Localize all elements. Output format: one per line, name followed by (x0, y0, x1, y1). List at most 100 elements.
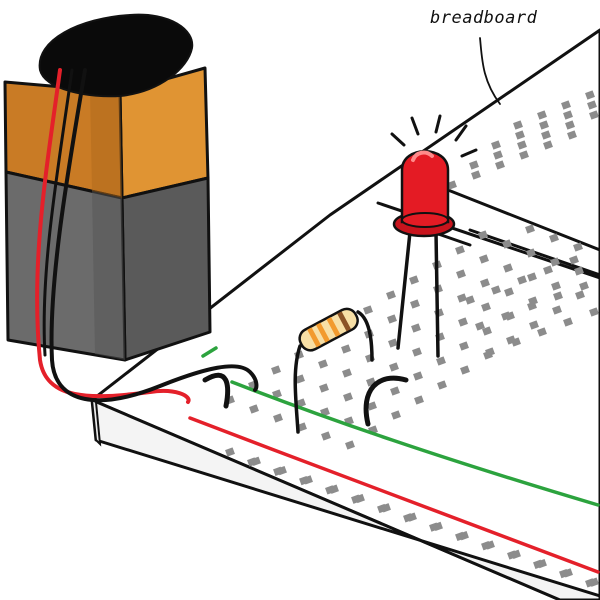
breadboard-hole (341, 344, 351, 354)
breadboard-hole (537, 110, 547, 120)
battery-wire-black-2 (42, 68, 74, 357)
jumper-wire-right-icon (363, 375, 409, 427)
breadboard-holes (225, 90, 599, 588)
breadboard-hole (480, 278, 490, 288)
breadboard-hole (573, 242, 583, 252)
breadboard-hole (459, 531, 469, 541)
breadboard-hole (391, 410, 401, 420)
breadboard-hole (574, 266, 584, 276)
resistor-band-1 (307, 327, 321, 348)
breadboard-hole (471, 170, 481, 180)
breadboard-hole (271, 365, 281, 375)
battery-front-shade (90, 90, 122, 198)
battery-front-shade-gray (92, 191, 125, 360)
breadboard-hole (436, 356, 446, 366)
breadboard-hole (469, 160, 479, 170)
breadboard-hole (565, 120, 575, 130)
breadboard-hole (517, 140, 527, 150)
breadboard-hole (318, 359, 328, 369)
breadboard-hole (465, 295, 475, 305)
breadboard-hole (387, 314, 397, 324)
breadboard-hole (319, 383, 329, 393)
resistor-band-2 (316, 322, 330, 343)
breadboard-hole (479, 254, 489, 264)
breadboard-hole (567, 130, 577, 140)
breadboard-hole (552, 305, 562, 315)
breadboard-hole (345, 440, 355, 450)
breadboard-hole (389, 362, 399, 372)
breadboard-label: breadboard (430, 8, 538, 28)
breadboard-upper-ridge (446, 188, 600, 252)
resistor-band-3 (326, 317, 341, 338)
breadboard-hole (541, 130, 551, 140)
breadboard-hole (363, 305, 373, 315)
breadboard-hole (329, 484, 339, 494)
breadboard-hole (409, 275, 419, 285)
battery-wire-red (35, 68, 191, 404)
led-glow-rays (390, 114, 478, 158)
breadboard-hole (460, 365, 470, 375)
breadboard-hole (412, 347, 422, 357)
breadboard-hole (563, 110, 573, 120)
breadboard-hole (551, 281, 561, 291)
breadboard-hole (529, 320, 539, 330)
breadboard-hole (579, 281, 589, 291)
rail-red-line (188, 416, 600, 574)
breadboard-hole (491, 140, 501, 150)
breadboard-hole (589, 307, 599, 317)
breadboard-hole (589, 110, 599, 120)
led-lead-left (396, 230, 412, 350)
breadboard-hole (437, 380, 447, 390)
resistor-lead-right (356, 310, 374, 362)
breadboard-hole (526, 248, 536, 258)
breadboard-hole (515, 130, 525, 140)
breadboard-hole (563, 317, 573, 327)
jumper-wire-left-icon (202, 372, 231, 409)
breadboard-hole (249, 404, 259, 414)
breadboard-hole (511, 337, 521, 347)
breadboard-hole (543, 265, 553, 275)
breadboard-hole (485, 347, 495, 357)
led-dome (400, 150, 450, 224)
resistor-icon (293, 307, 374, 434)
battery-side-gray (120, 176, 212, 362)
breadboard-hole (478, 230, 488, 240)
breadboard-hole (458, 317, 468, 327)
breadboard-hole (569, 255, 579, 265)
breadboard-hole (539, 120, 549, 130)
resistor-band-4 (337, 311, 352, 332)
breadboard-hole (511, 549, 521, 559)
breadboard-hole (407, 512, 417, 522)
breadboard-hole (225, 447, 235, 457)
breadboard-hole (493, 150, 503, 160)
breadboard-hole (251, 456, 261, 466)
breadboard-hole (447, 180, 457, 190)
breadboard-hole (527, 301, 537, 311)
breadboard-hole (273, 413, 283, 423)
breadboard-hole (388, 338, 398, 348)
breadboard-hole (517, 275, 527, 285)
breadboard-hole (495, 160, 505, 170)
breadboard-hole (433, 521, 443, 532)
breadboard-hole (502, 239, 512, 249)
breadboard-hole (501, 311, 511, 321)
breadboard-hole (386, 290, 396, 300)
breadboard-hole (481, 302, 491, 312)
resistor-lead-left (293, 344, 302, 434)
breadboard-hole (513, 120, 523, 130)
led-bottom-curve (401, 212, 449, 228)
breadboard-hole (343, 392, 353, 402)
breadboard-hole (295, 374, 305, 384)
breadboard-hole (553, 291, 563, 301)
led-lead-right (434, 230, 440, 358)
breadboard-hole (587, 100, 597, 110)
battery-wire-black (49, 68, 259, 403)
breadboard-hole (589, 577, 599, 587)
breadboard-hole (561, 100, 571, 110)
breadboard-hole (367, 401, 377, 411)
led-icon (390, 114, 478, 358)
breadboard-hole (381, 503, 391, 513)
led-highlight (411, 150, 434, 162)
breadboard-hole (549, 233, 559, 243)
breadboard-hole (321, 431, 331, 441)
